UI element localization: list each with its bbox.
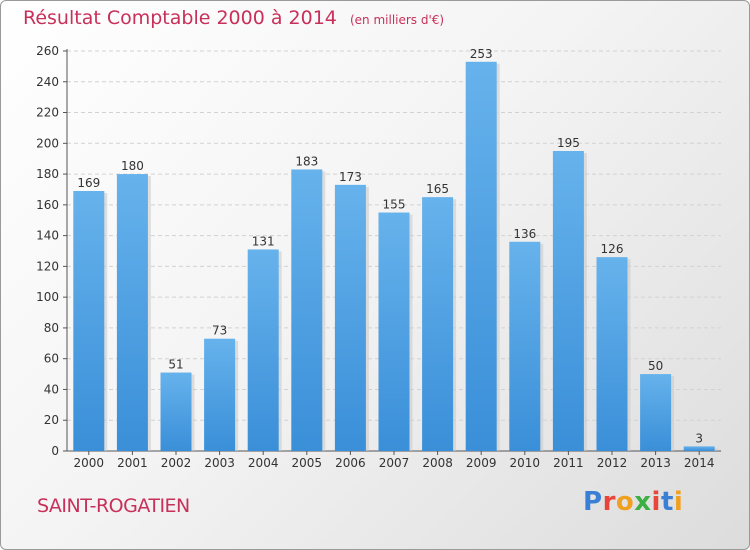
y-tick-label: 200 (36, 136, 59, 150)
bar-value-label: 253 (470, 47, 493, 61)
bar-value-label: 183 (295, 154, 318, 168)
y-tick-label: 0 (51, 444, 59, 458)
bar-value-label: 165 (426, 182, 449, 196)
bar (160, 372, 192, 451)
logo-letter: o (615, 487, 635, 517)
x-tick-label: 2009 (466, 456, 497, 470)
x-tick-label: 2002 (161, 456, 192, 470)
place-name: SAINT-ROGATIEN (37, 495, 190, 517)
bar (552, 151, 584, 451)
bar (291, 169, 323, 451)
x-tick-label: 2005 (292, 456, 323, 470)
bar (334, 184, 366, 451)
bar (465, 61, 497, 452)
y-tick-label: 80 (44, 321, 59, 335)
x-tick-label: 2014 (684, 456, 715, 470)
chart-title: Résultat Comptable 2000 à 2014 (23, 7, 337, 29)
x-tick-label: 2012 (597, 456, 628, 470)
bar (596, 257, 628, 451)
bar (640, 374, 672, 451)
bar-value-label: 131 (252, 234, 275, 248)
bar-value-label: 195 (557, 136, 580, 150)
bar (509, 241, 541, 451)
bar-value-label: 173 (339, 170, 362, 184)
y-tick-label: 180 (36, 167, 59, 181)
logo-letter: P (583, 487, 603, 517)
y-tick-label: 140 (36, 229, 59, 243)
bar-value-label: 3 (695, 431, 703, 445)
y-tick-label: 220 (36, 106, 59, 120)
bar (247, 249, 279, 451)
y-tick-label: 160 (36, 198, 59, 212)
x-tick-label: 2006 (335, 456, 366, 470)
bar-value-label: 169 (77, 176, 100, 190)
bar (73, 191, 105, 451)
bar (378, 212, 410, 451)
logo-letter: x (634, 487, 652, 517)
bar (683, 446, 715, 451)
bar (422, 197, 454, 451)
bar (116, 174, 148, 452)
logo-letter: i (651, 487, 661, 517)
data-labels: 169 180 51 73 131 183 173 155 165 253 136 195 126 50 3 (77, 47, 703, 446)
chart-subtitle: (en milliers d'€) (349, 13, 445, 27)
x-tick-label: 2013 (640, 456, 671, 470)
x-tick-label: 2011 (553, 456, 584, 470)
x-tick-label: 2003 (204, 456, 235, 470)
logo-letter: t (660, 487, 674, 517)
logo-letter: r (602, 487, 616, 517)
y-tick-label: 60 (44, 352, 59, 366)
bar-value-label: 73 (212, 324, 227, 338)
bar-value-label: 136 (513, 227, 536, 241)
x-tick-label: 2000 (74, 456, 105, 470)
x-tick-label: 2004 (248, 456, 279, 470)
bar-value-label: 155 (383, 198, 406, 212)
bar (204, 338, 236, 451)
bars (73, 61, 718, 452)
x-tick-label: 2008 (422, 456, 453, 470)
x-tick-label: 2001 (117, 456, 148, 470)
bar-value-label: 180 (121, 159, 144, 173)
bar-value-label: 126 (601, 242, 624, 256)
logo-letter: i (673, 487, 684, 517)
x-tick-label: 2007 (379, 456, 410, 470)
y-tick-label: 120 (36, 259, 59, 273)
y-tick-label: 40 (44, 382, 59, 396)
y-tick-label: 100 (36, 290, 59, 304)
bar-value-label: 51 (168, 358, 183, 372)
chart-title-block: Résultat Comptable 2000 à 2014 (en milli… (23, 7, 444, 29)
bar-value-label: 50 (648, 359, 663, 373)
y-tick-label: 20 (44, 413, 59, 427)
x-tick-label: 2010 (510, 456, 541, 470)
y-tick-label: 260 (36, 44, 59, 58)
y-tick-label: 240 (36, 75, 59, 89)
proxiti-logo[interactable]: Proxiti (583, 487, 683, 517)
